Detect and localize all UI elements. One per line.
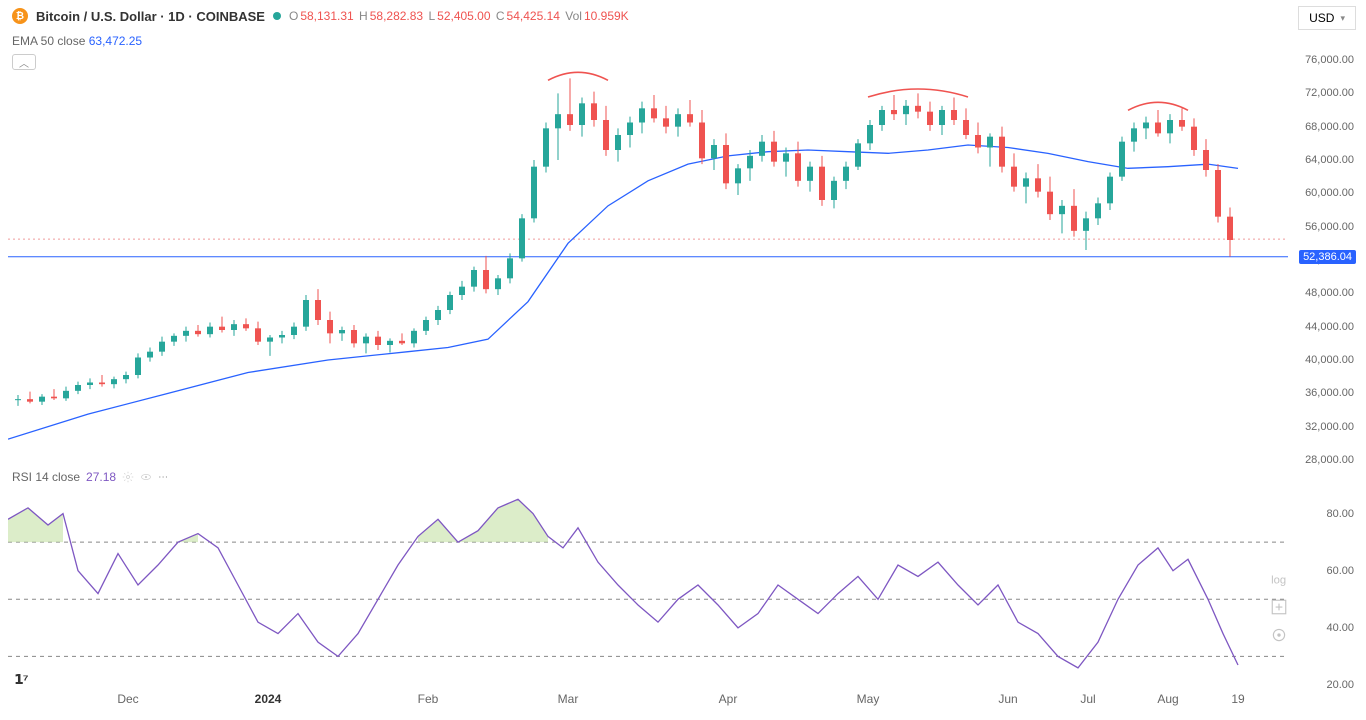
time-tick: Dec [117,692,138,706]
rsi-chart[interactable] [8,485,1288,685]
more-icon[interactable]: ⋯ [158,472,168,483]
ema-value: 63,472.25 [89,34,142,48]
svg-text:log: log [1271,575,1286,587]
time-tick: 19 [1231,692,1244,706]
price-tick: 36,000.00 [1305,387,1354,399]
time-tick: 2024 [255,692,282,706]
time-tick: Feb [418,692,439,706]
price-tick: 28,000.00 [1305,454,1354,466]
price-chart[interactable] [8,60,1288,460]
rsi-tick: 40.00 [1326,622,1354,634]
price-tick: 76,000.00 [1305,54,1354,66]
visibility-icon[interactable] [140,471,152,483]
price-tick: 44,000.00 [1305,321,1354,333]
price-tick: 32,000.00 [1305,421,1354,433]
price-tick: 60,000.00 [1305,187,1354,199]
time-x-axis: Dec 2024 Feb Mar Apr May Jun Jul Aug 19 [8,692,1288,712]
ohlc-readout: O58,131.31 H58,282.83 L52,405.00 C54,425… [289,9,631,23]
price-y-axis: 76,000.0072,000.0068,000.0064,000.0060,0… [1288,60,1358,460]
btc-icon: ₿ [12,8,28,24]
auto-scale-icon[interactable] [1270,598,1288,616]
chart-header: ₿ Bitcoin / U.S. Dollar · 1D · COINBASE … [0,0,1366,32]
time-tick: Mar [558,692,579,706]
rsi-indicator-row[interactable]: RSI 14 close 27.18 ⋯ [12,470,168,484]
currency-selector[interactable]: USD ▾ [1298,6,1356,30]
price-tick: 68,000.00 [1305,121,1354,133]
rsi-tick: 80.00 [1326,508,1354,520]
symbol-title[interactable]: Bitcoin / U.S. Dollar · 1D · COINBASE [36,9,265,24]
settings-icon[interactable] [122,471,134,483]
time-tick: May [857,692,880,706]
settings-gear-icon[interactable] [1270,626,1288,644]
rsi-y-axis: 80.0060.0040.0020.00 [1288,485,1358,685]
price-tick: 40,000.00 [1305,354,1354,366]
price-tick: 48,000.00 [1305,287,1354,299]
time-tick: Apr [719,692,738,706]
rsi-value: 27.18 [86,470,116,484]
currency-label: USD [1309,11,1334,25]
log-scale-icon[interactable]: log [1270,570,1288,588]
current-price-badge: 52,386.04 [1299,250,1356,264]
chart-tools: log [1270,570,1288,644]
price-tick: 72,000.00 [1305,87,1354,99]
ema-label: EMA 50 close [12,34,85,48]
time-tick: Jul [1080,692,1095,706]
time-tick: Aug [1157,692,1178,706]
rsi-label: RSI 14 close [12,470,80,484]
rsi-tick: 20.00 [1326,679,1354,691]
tradingview-logo[interactable]: 𝟭⁷ [14,671,28,688]
status-dot [273,12,281,20]
rsi-tick: 60.00 [1326,565,1354,577]
price-tick: 56,000.00 [1305,221,1354,233]
price-tick: 64,000.00 [1305,154,1354,166]
time-tick: Jun [998,692,1017,706]
ema-indicator-row[interactable]: EMA 50 close 63,472.25 [0,32,1366,50]
chevron-down-icon: ▾ [1340,13,1345,24]
